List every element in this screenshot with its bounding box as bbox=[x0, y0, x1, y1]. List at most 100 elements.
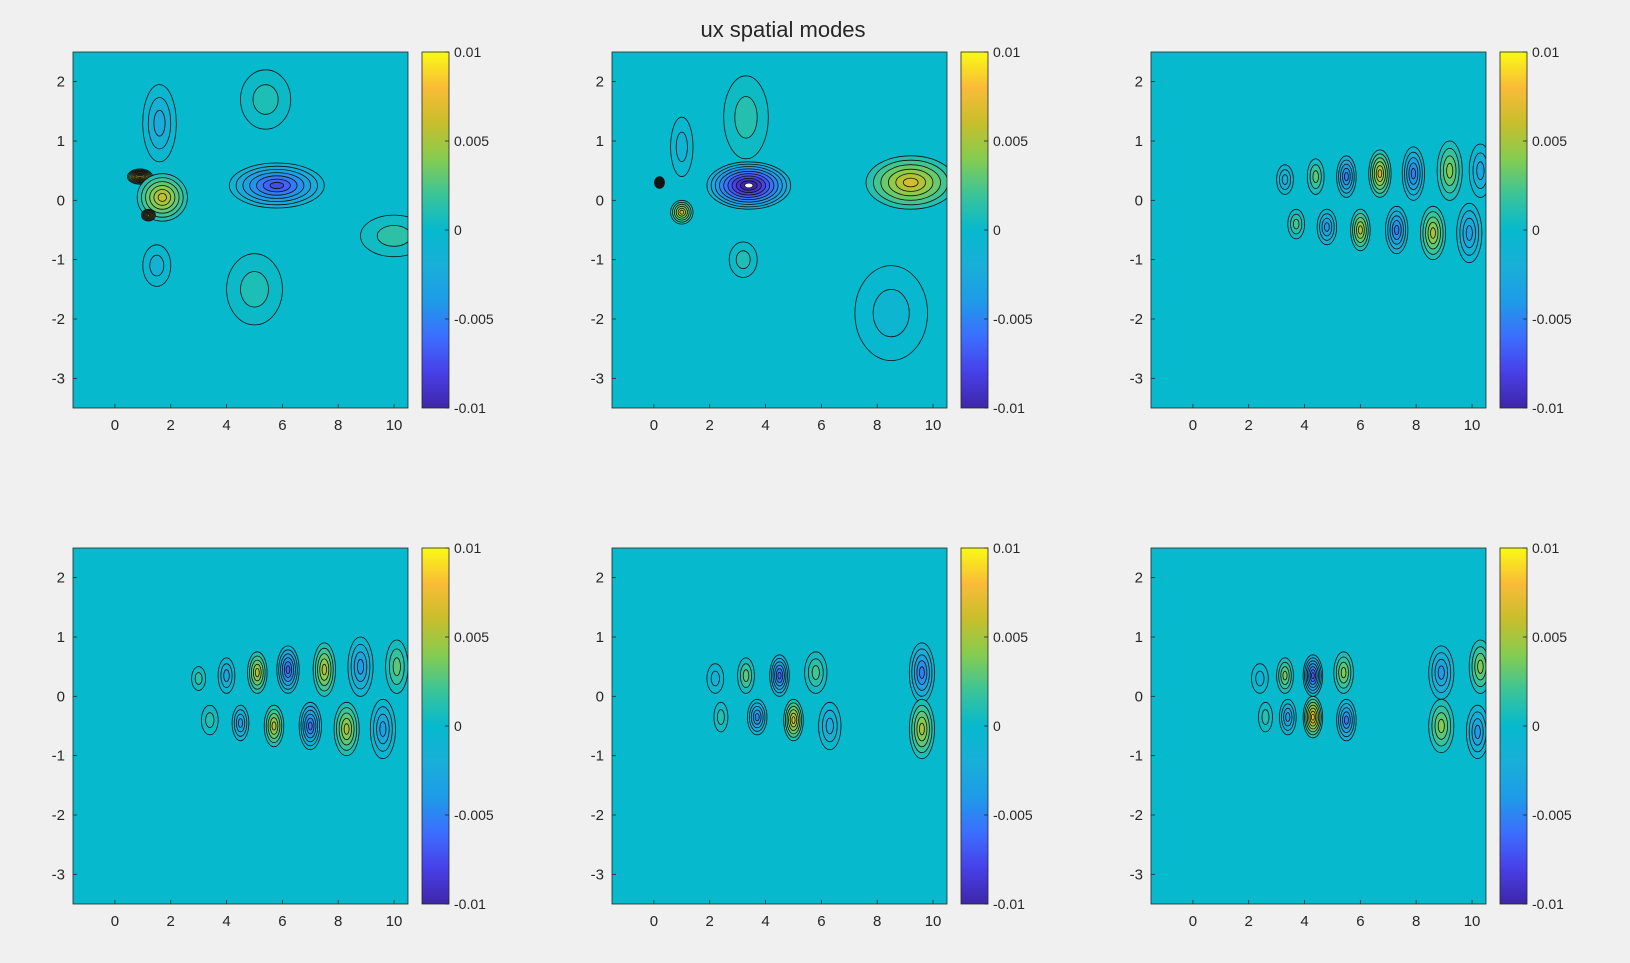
x-tick-label: 10 bbox=[925, 417, 942, 434]
x-tick-label: 0 bbox=[111, 913, 119, 930]
contour-blob bbox=[1258, 701, 1273, 733]
x-tick-label: 2 bbox=[706, 417, 714, 434]
contour-blob bbox=[713, 701, 729, 733]
x-tick-label: 6 bbox=[1356, 913, 1364, 930]
x-tick-label: 10 bbox=[386, 417, 403, 434]
contour-blob bbox=[1385, 205, 1409, 255]
contour-blob bbox=[670, 199, 694, 225]
colorbar-tick-label: 0.005 bbox=[993, 133, 1028, 149]
contour-blob bbox=[1302, 654, 1324, 697]
contour-level bbox=[321, 663, 327, 676]
contour-level bbox=[744, 182, 754, 189]
y-tick-label: 0 bbox=[1135, 688, 1143, 705]
contour-blob bbox=[247, 651, 268, 694]
y-tick-label: -1 bbox=[591, 748, 604, 765]
contour-blob bbox=[1287, 208, 1305, 240]
contour-field bbox=[127, 69, 408, 326]
contour-level bbox=[271, 721, 277, 731]
x-tick-label: 8 bbox=[873, 417, 881, 434]
contour-blob bbox=[240, 69, 292, 130]
y-tick-label: -2 bbox=[591, 807, 604, 824]
colorbar-gradient bbox=[421, 547, 450, 905]
contour-level bbox=[240, 271, 269, 308]
contour-blob bbox=[804, 651, 828, 694]
contour-blob bbox=[1468, 143, 1486, 198]
contour-level bbox=[1476, 161, 1485, 181]
contour-blob bbox=[385, 639, 408, 694]
contour-level bbox=[675, 131, 688, 163]
contour-blob bbox=[142, 244, 172, 287]
colorbar: 0.01 0.005 0 -0.005 -0.01 bbox=[960, 540, 1033, 912]
contour-blob bbox=[201, 704, 219, 736]
contour-level bbox=[1437, 665, 1445, 680]
contour-level bbox=[902, 177, 919, 188]
contour-blob bbox=[1466, 704, 1486, 759]
y-tick-label: -3 bbox=[591, 370, 604, 387]
contour-field bbox=[654, 75, 947, 362]
contour-blob bbox=[670, 116, 694, 177]
contour-level bbox=[1344, 172, 1349, 182]
y-tick-label: 0 bbox=[57, 688, 65, 705]
colorbar-tick-label: 0.01 bbox=[993, 540, 1020, 556]
x-tick-label: 6 bbox=[278, 417, 286, 434]
contour-blob bbox=[1316, 208, 1338, 246]
contour-level bbox=[1377, 169, 1383, 179]
x-tick-label: 8 bbox=[1412, 913, 1420, 930]
contour-blob bbox=[263, 704, 285, 748]
colorbar-gradient bbox=[960, 51, 989, 409]
colorbar-tick-label: 0.005 bbox=[1532, 629, 1567, 645]
y-tick-label: 1 bbox=[57, 133, 65, 150]
x-tick-label: 10 bbox=[925, 913, 942, 930]
y-tick-label: -1 bbox=[52, 748, 65, 765]
contour-blob bbox=[737, 657, 755, 694]
colorbar-tick-label: -0.01 bbox=[454, 896, 486, 912]
contour-blob bbox=[908, 698, 935, 760]
contour-level bbox=[717, 709, 725, 725]
contour-level bbox=[1312, 170, 1319, 183]
contour-level bbox=[153, 109, 166, 137]
contour-blob bbox=[1436, 140, 1463, 201]
contour-level bbox=[1282, 670, 1288, 681]
contour-blob bbox=[228, 162, 325, 209]
contour-level bbox=[194, 672, 203, 685]
contour-level bbox=[269, 181, 285, 190]
colorbar-tick-label: -0.01 bbox=[454, 400, 486, 416]
contour-level bbox=[379, 721, 387, 737]
contour-blob bbox=[854, 265, 928, 362]
colorbar-tick-label: 0 bbox=[993, 222, 1001, 238]
y-tick-label: -3 bbox=[52, 866, 65, 883]
contour-level bbox=[919, 666, 925, 679]
contour-level bbox=[872, 288, 910, 338]
contour-blob bbox=[706, 663, 725, 694]
axes-background bbox=[612, 548, 947, 904]
contour-level bbox=[252, 84, 279, 115]
colorbar: 0.01 0.005 0 -0.005 -0.01 bbox=[960, 44, 1033, 416]
contour-blob bbox=[865, 155, 947, 210]
contour-level bbox=[825, 717, 834, 735]
contour-level bbox=[392, 657, 401, 676]
y-tick-label: 0 bbox=[596, 688, 604, 705]
contour-level bbox=[356, 658, 364, 675]
colorbar: 0.01 0.005 0 -0.005 -0.01 bbox=[421, 540, 494, 912]
colorbar-tick-label: 0.01 bbox=[454, 540, 481, 556]
contour-blob bbox=[769, 654, 790, 697]
contour-level bbox=[343, 723, 350, 735]
contour-blob bbox=[1306, 158, 1325, 195]
axes-frame bbox=[611, 547, 948, 905]
contour-field bbox=[191, 636, 408, 760]
contour-level bbox=[376, 225, 408, 247]
colorbar-tick-label: 0.005 bbox=[1532, 133, 1567, 149]
contour-level bbox=[1285, 712, 1291, 722]
y-tick-label: -1 bbox=[1130, 748, 1143, 765]
colorbar-tick-label: -0.005 bbox=[454, 311, 494, 327]
contour-blob bbox=[1251, 663, 1269, 694]
y-tick-label: -2 bbox=[1130, 807, 1143, 824]
colorbar-tick-label: -0.01 bbox=[993, 896, 1025, 912]
contour-blob bbox=[312, 642, 336, 697]
colorbar: 0.01 0.005 0 -0.005 -0.01 bbox=[1499, 540, 1572, 912]
colorbar: 0.01 0.005 0 -0.005 -0.01 bbox=[421, 44, 494, 416]
contour-blob bbox=[747, 698, 768, 736]
